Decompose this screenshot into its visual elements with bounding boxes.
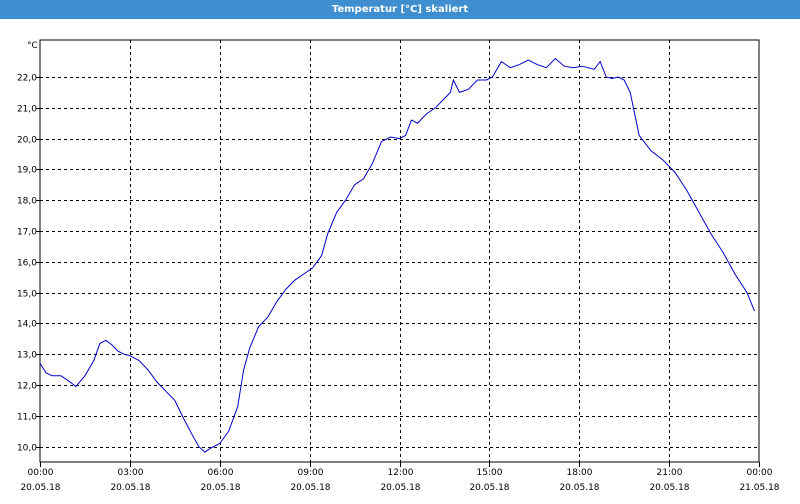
x-tick-time-label: 18:00 [567,468,593,478]
y-tick-label: 10,0 [17,444,37,454]
plot-frame [39,39,760,463]
x-tick-date-label: 20.05.18 [380,483,420,493]
x-tick-date-label: 20.05.18 [20,483,60,493]
y-tick-label: 12,0 [17,382,37,392]
x-tick-date-label: 20.05.18 [290,483,330,493]
temperature-line-chart: °C 22,0 21,0 20,0 19,0 18,0 17,0 16,0 15,0 14,0 13… [17,39,780,493]
x-tick-time-label: 21:00 [657,468,683,478]
chart-title: Temperatur [°C] skaliert [331,4,469,15]
y-tick-label: 18,0 [17,197,37,207]
x-tick-date-label: 20.05.18 [559,483,599,493]
x-tick-date-label: 20.05.18 [200,483,240,493]
y-tick-label: 16,0 [17,259,37,269]
y-tick-label: 11,0 [17,413,37,423]
y-tick-label: 14,0 [17,320,37,330]
temperature-series-line [39,57,755,453]
x-tick-date-label: 21.05.18 [739,483,779,493]
y-tick-label: 13,0 [17,351,37,361]
y-tick-label: 20,0 [17,136,37,146]
x-tick-date-label: 20.05.18 [649,483,689,493]
chart-title-bar: Temperatur [°C] skaliert [0,0,800,19]
y-axis-unit-label: °C [27,41,38,51]
x-tick-date-label: 20.05.18 [110,483,150,493]
x-tick-time-label: 15:00 [477,468,503,478]
chart-area: °C 22,0 21,0 20,0 19,0 18,0 17,0 16,0 15,0 14,0 13… [0,19,800,500]
y-tick-label: 21,0 [17,105,37,115]
y-tick-label: 22,0 [17,74,37,84]
x-tick-time-label: 00:00 [28,468,54,478]
x-tick-time-label: 03:00 [118,468,144,478]
x-tick-date-label: 20.05.18 [469,483,509,493]
y-tick-label: 17,0 [17,228,37,238]
x-tick-time-label: 12:00 [388,468,414,478]
x-tick-time-label: 09:00 [298,468,324,478]
y-tick-label: 19,0 [17,166,37,176]
y-tick-label: 15,0 [17,290,37,300]
x-tick-time-label: 00:00 [747,468,773,478]
x-tick-time-label: 06:00 [208,468,234,478]
